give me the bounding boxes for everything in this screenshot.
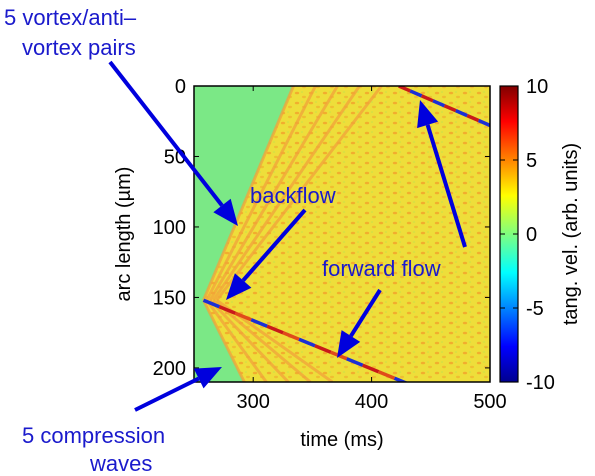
vortex-track-segment <box>234 311 252 322</box>
vortex-track-segment <box>455 109 468 118</box>
arrowhead <box>193 367 222 389</box>
vortex-track-segment <box>266 324 284 335</box>
x-tick-label: 300 <box>237 391 270 413</box>
colorbar-tick-label: 0 <box>526 224 537 246</box>
vortex-track-segment <box>377 370 396 380</box>
y-tick-label: 150 <box>153 287 186 309</box>
annotation-arrow <box>108 60 238 226</box>
plot-area <box>193 85 491 410</box>
colorbar-tick-label: -10 <box>526 372 555 394</box>
arrow-shaft <box>349 288 382 338</box>
vortex-track-segment <box>202 298 221 309</box>
plot-frame <box>193 85 491 383</box>
vortex-track-segment <box>443 104 457 113</box>
arrowhead <box>337 330 361 358</box>
annotation-backflow: backflow <box>250 183 336 208</box>
vortex-track-segment <box>426 391 442 397</box>
x-tick-label: 500 <box>473 391 506 413</box>
vortex-track-segment <box>282 331 300 341</box>
annotation-arrow <box>226 208 307 300</box>
compression-wave-front <box>208 86 339 302</box>
annotations: 5 vortex/anti– vortex pairs backflow for… <box>4 5 441 476</box>
y-axis-label: arc length (µm) <box>113 167 135 302</box>
compression-wave-front <box>202 299 246 382</box>
vortex-track-segment <box>361 363 380 374</box>
vortex-track-segment <box>398 86 411 93</box>
annotation-arrow <box>417 100 467 248</box>
annotation-compression-line2: waves <box>89 451 152 476</box>
vortex-track-segment <box>477 118 490 128</box>
arrowhead <box>417 100 439 129</box>
vortex-track-segment <box>420 94 434 103</box>
arrow-shaft <box>241 208 307 282</box>
vortex-track-segment <box>250 318 268 328</box>
y-tick-label: 100 <box>153 217 186 239</box>
annotation-arrow <box>134 367 222 412</box>
x-tick-label: 400 <box>355 391 388 413</box>
x-axis-label: time (ms) <box>300 429 383 451</box>
compression-wave-front <box>202 86 295 301</box>
vortex-track-segment <box>298 337 316 348</box>
compression-wave-front <box>215 86 383 302</box>
colorbar: 10 5 0 -5 -10 tang. vel. (arb. units) <box>499 76 582 394</box>
arrowhead <box>226 273 252 300</box>
compression-wave-front <box>208 299 290 382</box>
annotation-compression-line1: 5 compression <box>22 423 165 448</box>
vortex-track-segment <box>458 404 474 410</box>
annotation-forward-flow: forward flow <box>322 256 441 281</box>
compression-wave-front <box>205 86 317 301</box>
colorbar-tick-label: -5 <box>526 298 544 320</box>
vortex-track-segment <box>466 113 480 123</box>
compression-wave-front <box>205 299 268 382</box>
arrow-shaft <box>134 376 200 412</box>
vortex-track-segment <box>218 305 236 315</box>
compression-wave-front <box>212 299 312 382</box>
arrowhead <box>213 198 238 226</box>
colorbar-tick-label: 5 <box>526 150 537 172</box>
vortex-track-segment <box>346 357 364 367</box>
annotation-vortex-line2: vortex pairs <box>22 35 136 60</box>
vortex-track-segment <box>432 99 446 108</box>
vortex-track-segment <box>314 344 332 354</box>
disturbed-region <box>203 86 490 382</box>
arrow-shaft <box>425 124 467 248</box>
colorbar-label: tang. vel. (arb. units) <box>560 143 582 325</box>
y-tick-label: 0 <box>175 76 186 98</box>
arrow-shaft <box>108 60 224 207</box>
compression-wave-front <box>212 86 361 302</box>
vortex-track-segment <box>442 398 458 404</box>
vortex-track-segment <box>409 89 423 98</box>
annotation-vortex-line1: 5 vortex/anti– <box>4 5 137 30</box>
colorbar-tick-label: 10 <box>526 76 548 98</box>
annotation-arrow <box>337 288 382 358</box>
y-tick-label: 200 <box>153 358 186 380</box>
vortex-track-segment <box>410 385 426 391</box>
